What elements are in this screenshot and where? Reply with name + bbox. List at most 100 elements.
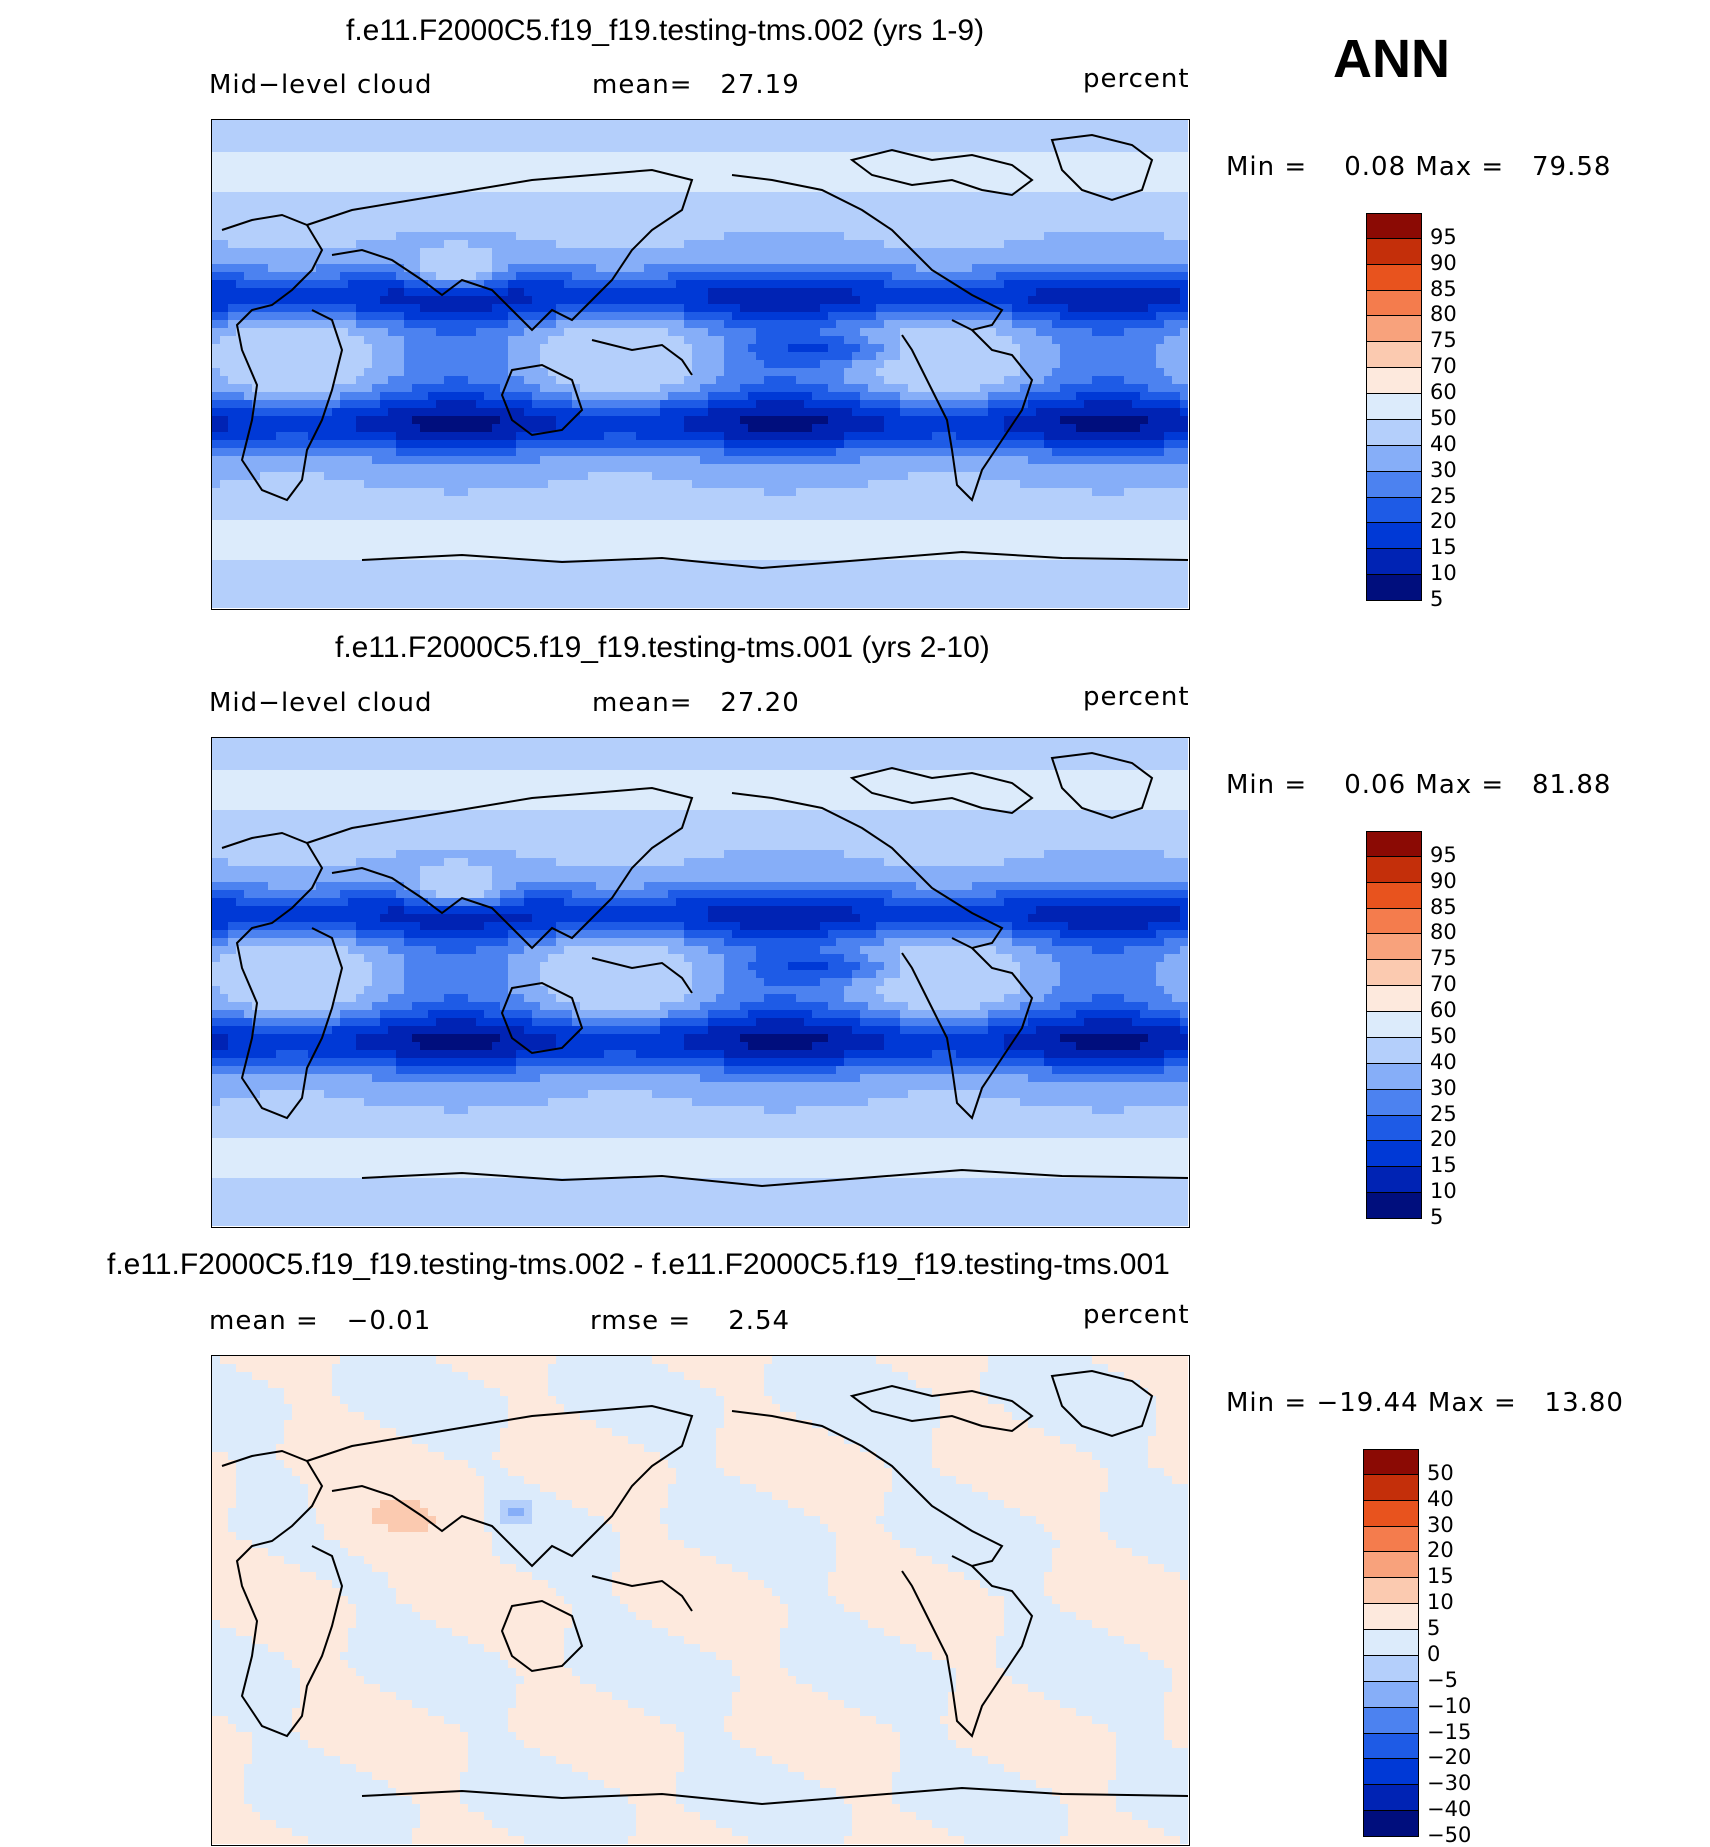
panel3-colorbar-box bbox=[1363, 1578, 1419, 1605]
panel1-variable: Mid−level cloud bbox=[209, 70, 432, 100]
panel2-colorbar-label: 85 bbox=[1430, 896, 1457, 918]
panel2-colorbar-label: 30 bbox=[1430, 1077, 1457, 1099]
panel3-colorbar-box bbox=[1363, 1785, 1419, 1812]
panel1-colorbar-label: 95 bbox=[1430, 226, 1457, 248]
panel1-mean: mean= 27.19 bbox=[592, 70, 800, 100]
panel3-colorbar-label: 20 bbox=[1427, 1540, 1454, 1561]
panel2-variable: Mid−level cloud bbox=[209, 688, 432, 718]
panel2-map bbox=[211, 737, 1190, 1228]
panel2-colorbar-box bbox=[1366, 934, 1422, 961]
panel3-colorbar-label: −30 bbox=[1427, 1773, 1471, 1794]
panel1-colorbar-label: 15 bbox=[1430, 537, 1457, 558]
panel1-colorbar-label: 10 bbox=[1430, 563, 1457, 584]
panel3-title: f.e11.F2000C5.f19_f19.testing-tms.002 - … bbox=[107, 1248, 1170, 1282]
panel1-colorbar-box bbox=[1366, 368, 1422, 395]
panel1-colorbar-box bbox=[1366, 445, 1422, 472]
panel1-colorbar-box bbox=[1366, 471, 1422, 498]
panel1-units: percent bbox=[1083, 64, 1190, 94]
panel2-coastlines bbox=[221, 751, 1188, 1188]
panel2-colorbar-box bbox=[1366, 831, 1422, 857]
panel2-colorbar-label: 60 bbox=[1430, 1000, 1457, 1021]
panel3-colorbar-box bbox=[1363, 1604, 1419, 1631]
panel3-rmse: rmse = 2.54 bbox=[590, 1306, 790, 1336]
panel1-minmax: Min = 0.08 Max = 79.58 bbox=[1226, 152, 1611, 182]
panel2-colorbar-label: 10 bbox=[1430, 1181, 1457, 1202]
panel3-colorbar-label: 15 bbox=[1427, 1566, 1454, 1587]
panel3-colorbar-label: 30 bbox=[1427, 1514, 1454, 1536]
panel2-colorbar-box bbox=[1366, 986, 1422, 1013]
panel1-colorbar-label: 80 bbox=[1430, 304, 1457, 325]
panel3-colorbar-label: −40 bbox=[1427, 1799, 1471, 1820]
panel1-colorbar-label: 70 bbox=[1430, 356, 1457, 377]
panel2-colorbar-label: 90 bbox=[1430, 870, 1457, 892]
panel1-colorbar-label: 25 bbox=[1430, 485, 1457, 507]
panel3-field bbox=[212, 1356, 1188, 1844]
panel2-colorbar-box bbox=[1366, 856, 1422, 883]
panel2-colorbar-label: 95 bbox=[1430, 844, 1457, 866]
panel2-colorbar-label: 40 bbox=[1430, 1051, 1457, 1073]
panel1-colorbar-box bbox=[1366, 213, 1422, 239]
panel2-colorbar-box bbox=[1366, 908, 1422, 935]
panel2-colorbar-box bbox=[1366, 1193, 1422, 1219]
panel1-colorbar-box bbox=[1366, 549, 1422, 576]
panel1-title: f.e11.F2000C5.f19_f19.testing-tms.002 (y… bbox=[346, 14, 984, 48]
panel3-colorbar-label: −50 bbox=[1427, 1825, 1471, 1846]
season-label: ANN bbox=[1333, 28, 1450, 90]
panel1-colorbar-box bbox=[1366, 316, 1422, 343]
panel1-colorbar-label: 75 bbox=[1430, 330, 1457, 351]
panel2-colorbar-label: 80 bbox=[1430, 922, 1457, 943]
panel2-mean: mean= 27.20 bbox=[592, 688, 800, 718]
panel2-colorbar-label: 25 bbox=[1430, 1103, 1457, 1125]
panel3-colorbar-label: −10 bbox=[1427, 1695, 1471, 1717]
panel1-colorbar-box bbox=[1366, 264, 1422, 291]
panel3-colorbar-box bbox=[1363, 1449, 1419, 1475]
panel1-colorbar-box bbox=[1366, 575, 1422, 601]
panel3-mean: mean = −0.01 bbox=[209, 1306, 431, 1336]
panel3-colorbar-label: −15 bbox=[1427, 1721, 1471, 1743]
panel2-colorbar-box bbox=[1366, 882, 1422, 909]
panel1-colorbar-box bbox=[1366, 290, 1422, 317]
panel3-colorbar-box bbox=[1363, 1552, 1419, 1579]
panel3-coastlines bbox=[221, 1369, 1188, 1806]
panel1-colorbar-label: 5 bbox=[1430, 589, 1443, 610]
panel1-colorbar-box bbox=[1366, 394, 1422, 420]
panel1-map bbox=[211, 119, 1190, 610]
panel3-map bbox=[211, 1355, 1190, 1846]
panel2-colorbar-box bbox=[1366, 1141, 1422, 1168]
panel2-colorbar-label: 5 bbox=[1430, 1207, 1443, 1228]
panel2-colorbar-box bbox=[1366, 960, 1422, 987]
panel3-colorbar-box bbox=[1363, 1630, 1419, 1656]
panel3-colorbar-box bbox=[1363, 1707, 1419, 1734]
panel2-units: percent bbox=[1083, 682, 1190, 712]
panel1-contour-plot bbox=[212, 120, 1188, 608]
panel3-colorbar-label: 50 bbox=[1427, 1462, 1454, 1484]
panel2-colorbar-label: 20 bbox=[1430, 1129, 1457, 1150]
panel3-colorbar-label: −20 bbox=[1427, 1747, 1471, 1768]
panel3-colorbar-label: 5 bbox=[1427, 1618, 1440, 1639]
panel3-colorbar-label: 40 bbox=[1427, 1488, 1454, 1510]
panel1-colorbar-label: 40 bbox=[1430, 433, 1457, 455]
panel1-colorbar-label: 90 bbox=[1430, 252, 1457, 274]
panel2-contour-plot bbox=[212, 738, 1188, 1226]
panel3-colorbar-label: −5 bbox=[1427, 1669, 1458, 1691]
panel1-colorbar: 95 90 85 80 75 70 60 50 40 30 25 20 15 10 5 bbox=[1366, 213, 1457, 610]
panel2-title: f.e11.F2000C5.f19_f19.testing-tms.001 (y… bbox=[335, 631, 990, 665]
panel2-colorbar-box bbox=[1366, 1115, 1422, 1142]
panel3-units: percent bbox=[1083, 1300, 1190, 1330]
panel3-colorbar: 50 40 30 20 15 10 5 0 −5 −10 −15 −20 −30 −40 −50 bbox=[1363, 1449, 1471, 1846]
panel3-colorbar-box bbox=[1363, 1655, 1419, 1682]
panel2-field bbox=[212, 738, 1188, 1226]
panel2-colorbar-box bbox=[1366, 1012, 1422, 1038]
panel2-colorbar-box bbox=[1366, 1063, 1422, 1090]
panel1-colorbar-label: 30 bbox=[1430, 459, 1457, 481]
panel3-colorbar-box bbox=[1363, 1526, 1419, 1553]
panel3-colorbar-box bbox=[1363, 1811, 1419, 1837]
panel1-colorbar-label: 85 bbox=[1430, 278, 1457, 300]
panel3-contour-plot bbox=[212, 1356, 1188, 1844]
panel3-colorbar-box bbox=[1363, 1733, 1419, 1760]
panel2-colorbar-label: 15 bbox=[1430, 1155, 1457, 1176]
panel1-colorbar-box bbox=[1366, 238, 1422, 265]
panel1-colorbar-box bbox=[1366, 523, 1422, 550]
panel1-field bbox=[212, 120, 1188, 608]
panel3-colorbar-label: 0 bbox=[1427, 1643, 1440, 1665]
